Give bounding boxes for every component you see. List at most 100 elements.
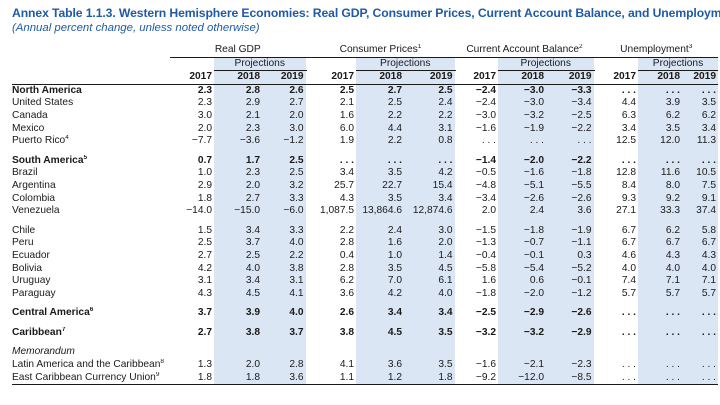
year-header-cell: 2017 bbox=[305, 70, 356, 85]
year-header-cell: 2019 bbox=[682, 70, 718, 85]
value-cell: 4.2 bbox=[197, 262, 212, 274]
value-cell: . . . bbox=[682, 84, 718, 98]
value-cell: 2.9 bbox=[214, 97, 262, 110]
value-cell: 1.4 bbox=[404, 249, 455, 263]
value-cell: 2.4 bbox=[356, 224, 404, 238]
table-row-east-caribbean-currency-union: East Caribbean Currency Union9 1.8 1.8 3.6 1… bbox=[12, 371, 718, 386]
value-cell: 3.3 bbox=[262, 192, 306, 206]
value-cell: 1.8 bbox=[404, 371, 455, 386]
value-cell: 4.0 bbox=[593, 262, 638, 276]
value-cell: −1.6 bbox=[454, 359, 498, 372]
value-cell: −1.6 bbox=[454, 122, 498, 136]
year-header-cell: 2017 bbox=[593, 70, 638, 85]
value-cell: −3.2 bbox=[498, 326, 546, 340]
value-cell: 2.7 bbox=[197, 249, 212, 261]
value-cell: 11.3 bbox=[682, 135, 718, 148]
value-cell: −3.3 bbox=[546, 84, 594, 98]
value-cell: . . . bbox=[305, 154, 356, 168]
row-label: Brazil bbox=[12, 167, 38, 179]
value-cell: . . . bbox=[682, 307, 718, 320]
value-cell: −2.5 bbox=[454, 307, 498, 320]
value-cell: −0.4 bbox=[454, 249, 498, 263]
value-cell: 8.4 bbox=[593, 179, 638, 193]
value-cell: 3.1 bbox=[404, 122, 455, 136]
value-cell: 2.0 bbox=[262, 109, 306, 123]
value-cell: 2.8 bbox=[305, 262, 356, 276]
value-cell: −2.3 bbox=[546, 359, 594, 372]
value-cell: 2.0 bbox=[214, 359, 262, 372]
year-header-cell: 2018 bbox=[638, 70, 682, 85]
value-cell: 1.6 bbox=[305, 109, 356, 123]
year-header-cell: 2018 bbox=[214, 70, 262, 85]
value-cell: 2.5 bbox=[197, 237, 212, 249]
value-cell: 3.8 bbox=[262, 262, 306, 276]
value-cell: 2.2 bbox=[356, 135, 404, 148]
memorandum-header-row: Memorandum bbox=[12, 346, 718, 360]
value-cell: −2.4 bbox=[454, 97, 498, 110]
value-cell: −1.6 bbox=[498, 167, 546, 180]
value-cell: −5.8 bbox=[454, 262, 498, 276]
value-cell: 7.4 bbox=[593, 275, 638, 288]
row-label: Ecuador bbox=[12, 249, 50, 261]
value-cell: 37.4 bbox=[682, 205, 718, 218]
table-row-canada: Canada 3.0 2.1 2.0 1.6 2.2 2.2 −3.0 −3.2 −2.5 6.3 6… bbox=[12, 109, 718, 123]
value-cell: −0.1 bbox=[546, 275, 594, 288]
row-label: Argentina bbox=[12, 179, 56, 191]
value-cell: . . . bbox=[638, 371, 682, 386]
value-cell: 3.4 bbox=[305, 167, 356, 180]
value-cell: 0.4 bbox=[305, 249, 356, 263]
group-header-unemployment: Unemployment3 bbox=[593, 44, 718, 58]
value-cell: 5.8 bbox=[682, 224, 718, 238]
value-cell: 4.1 bbox=[262, 287, 306, 301]
value-cell: 4.5 bbox=[214, 287, 262, 301]
projections-label: Projections bbox=[214, 57, 306, 72]
table-row-uruguay: Uruguay 3.1 3.4 3.1 6.2 7.0 6.1 1.6 0.6 −0.1 7.4 7.… bbox=[12, 275, 718, 288]
value-cell: −2.6 bbox=[546, 192, 594, 206]
value-cell: . . . bbox=[454, 135, 498, 148]
row-label: Colombia bbox=[12, 192, 56, 204]
value-cell: 3.7 bbox=[262, 326, 306, 340]
value-cell: 2.3 bbox=[214, 122, 262, 136]
value-cell: . . . bbox=[593, 84, 638, 98]
value-cell: 1.9 bbox=[305, 135, 356, 148]
value-cell: 2.8 bbox=[214, 84, 262, 98]
value-cell: 4.5 bbox=[404, 262, 455, 276]
value-cell: 4.4 bbox=[593, 97, 638, 110]
value-cell: −0.5 bbox=[454, 167, 498, 180]
group-header-current-account: Current Account Balance2 bbox=[454, 44, 594, 58]
value-cell: −2.6 bbox=[546, 307, 594, 320]
table-row-south-america: South America5 0.7 1.7 2.5. . .. . .. . . −1… bbox=[12, 154, 718, 168]
year-header-cell: 2019 bbox=[404, 70, 455, 85]
row-label: Venezuela bbox=[12, 205, 60, 217]
value-cell: 2.2 bbox=[356, 109, 404, 123]
group-header-consumer-prices: Consumer Prices1 bbox=[305, 44, 455, 58]
value-cell: 3.4 bbox=[593, 122, 638, 136]
table-row-brazil: Brazil 1.0 2.3 2.5 3.4 3.5 4.2 −0.5 −1.6 −1.8 12.8… bbox=[12, 167, 718, 180]
value-cell: −1.8 bbox=[546, 167, 594, 180]
value-cell: 2.2 bbox=[404, 109, 455, 123]
value-cell: . . . bbox=[638, 307, 682, 320]
table-row-north-america: North America 2.3 2.8 2.6 2.5 2.7 2.5 −2.4 −3.0−… bbox=[12, 84, 718, 98]
spacer-row bbox=[12, 147, 718, 155]
value-cell: −2.5 bbox=[546, 109, 594, 123]
value-cell: 3.3 bbox=[262, 224, 306, 238]
value-cell: 2.6 bbox=[305, 307, 356, 320]
value-cell: 1.8 bbox=[170, 371, 214, 386]
value-cell: . . . bbox=[682, 371, 718, 386]
value-cell: 7.5 bbox=[682, 179, 718, 193]
value-cell: −2.0 bbox=[498, 154, 546, 168]
value-cell: 9.1 bbox=[682, 192, 718, 206]
value-cell: −7.7 bbox=[191, 135, 212, 147]
value-cell: −2.2 bbox=[546, 122, 594, 136]
projections-label: Projections bbox=[356, 57, 455, 72]
value-cell: 3.5 bbox=[404, 326, 455, 340]
value-cell: 6.2 bbox=[638, 109, 682, 123]
value-cell: −5.4 bbox=[498, 262, 546, 276]
value-cell: 3.4 bbox=[404, 192, 455, 206]
projections-label: Projections bbox=[638, 57, 718, 72]
value-cell: 4.0 bbox=[404, 287, 455, 301]
value-cell: 2.5 bbox=[262, 154, 306, 168]
value-cell: 3.4 bbox=[214, 275, 262, 288]
spacer-row bbox=[12, 217, 718, 225]
value-cell: 2.1 bbox=[214, 109, 262, 123]
